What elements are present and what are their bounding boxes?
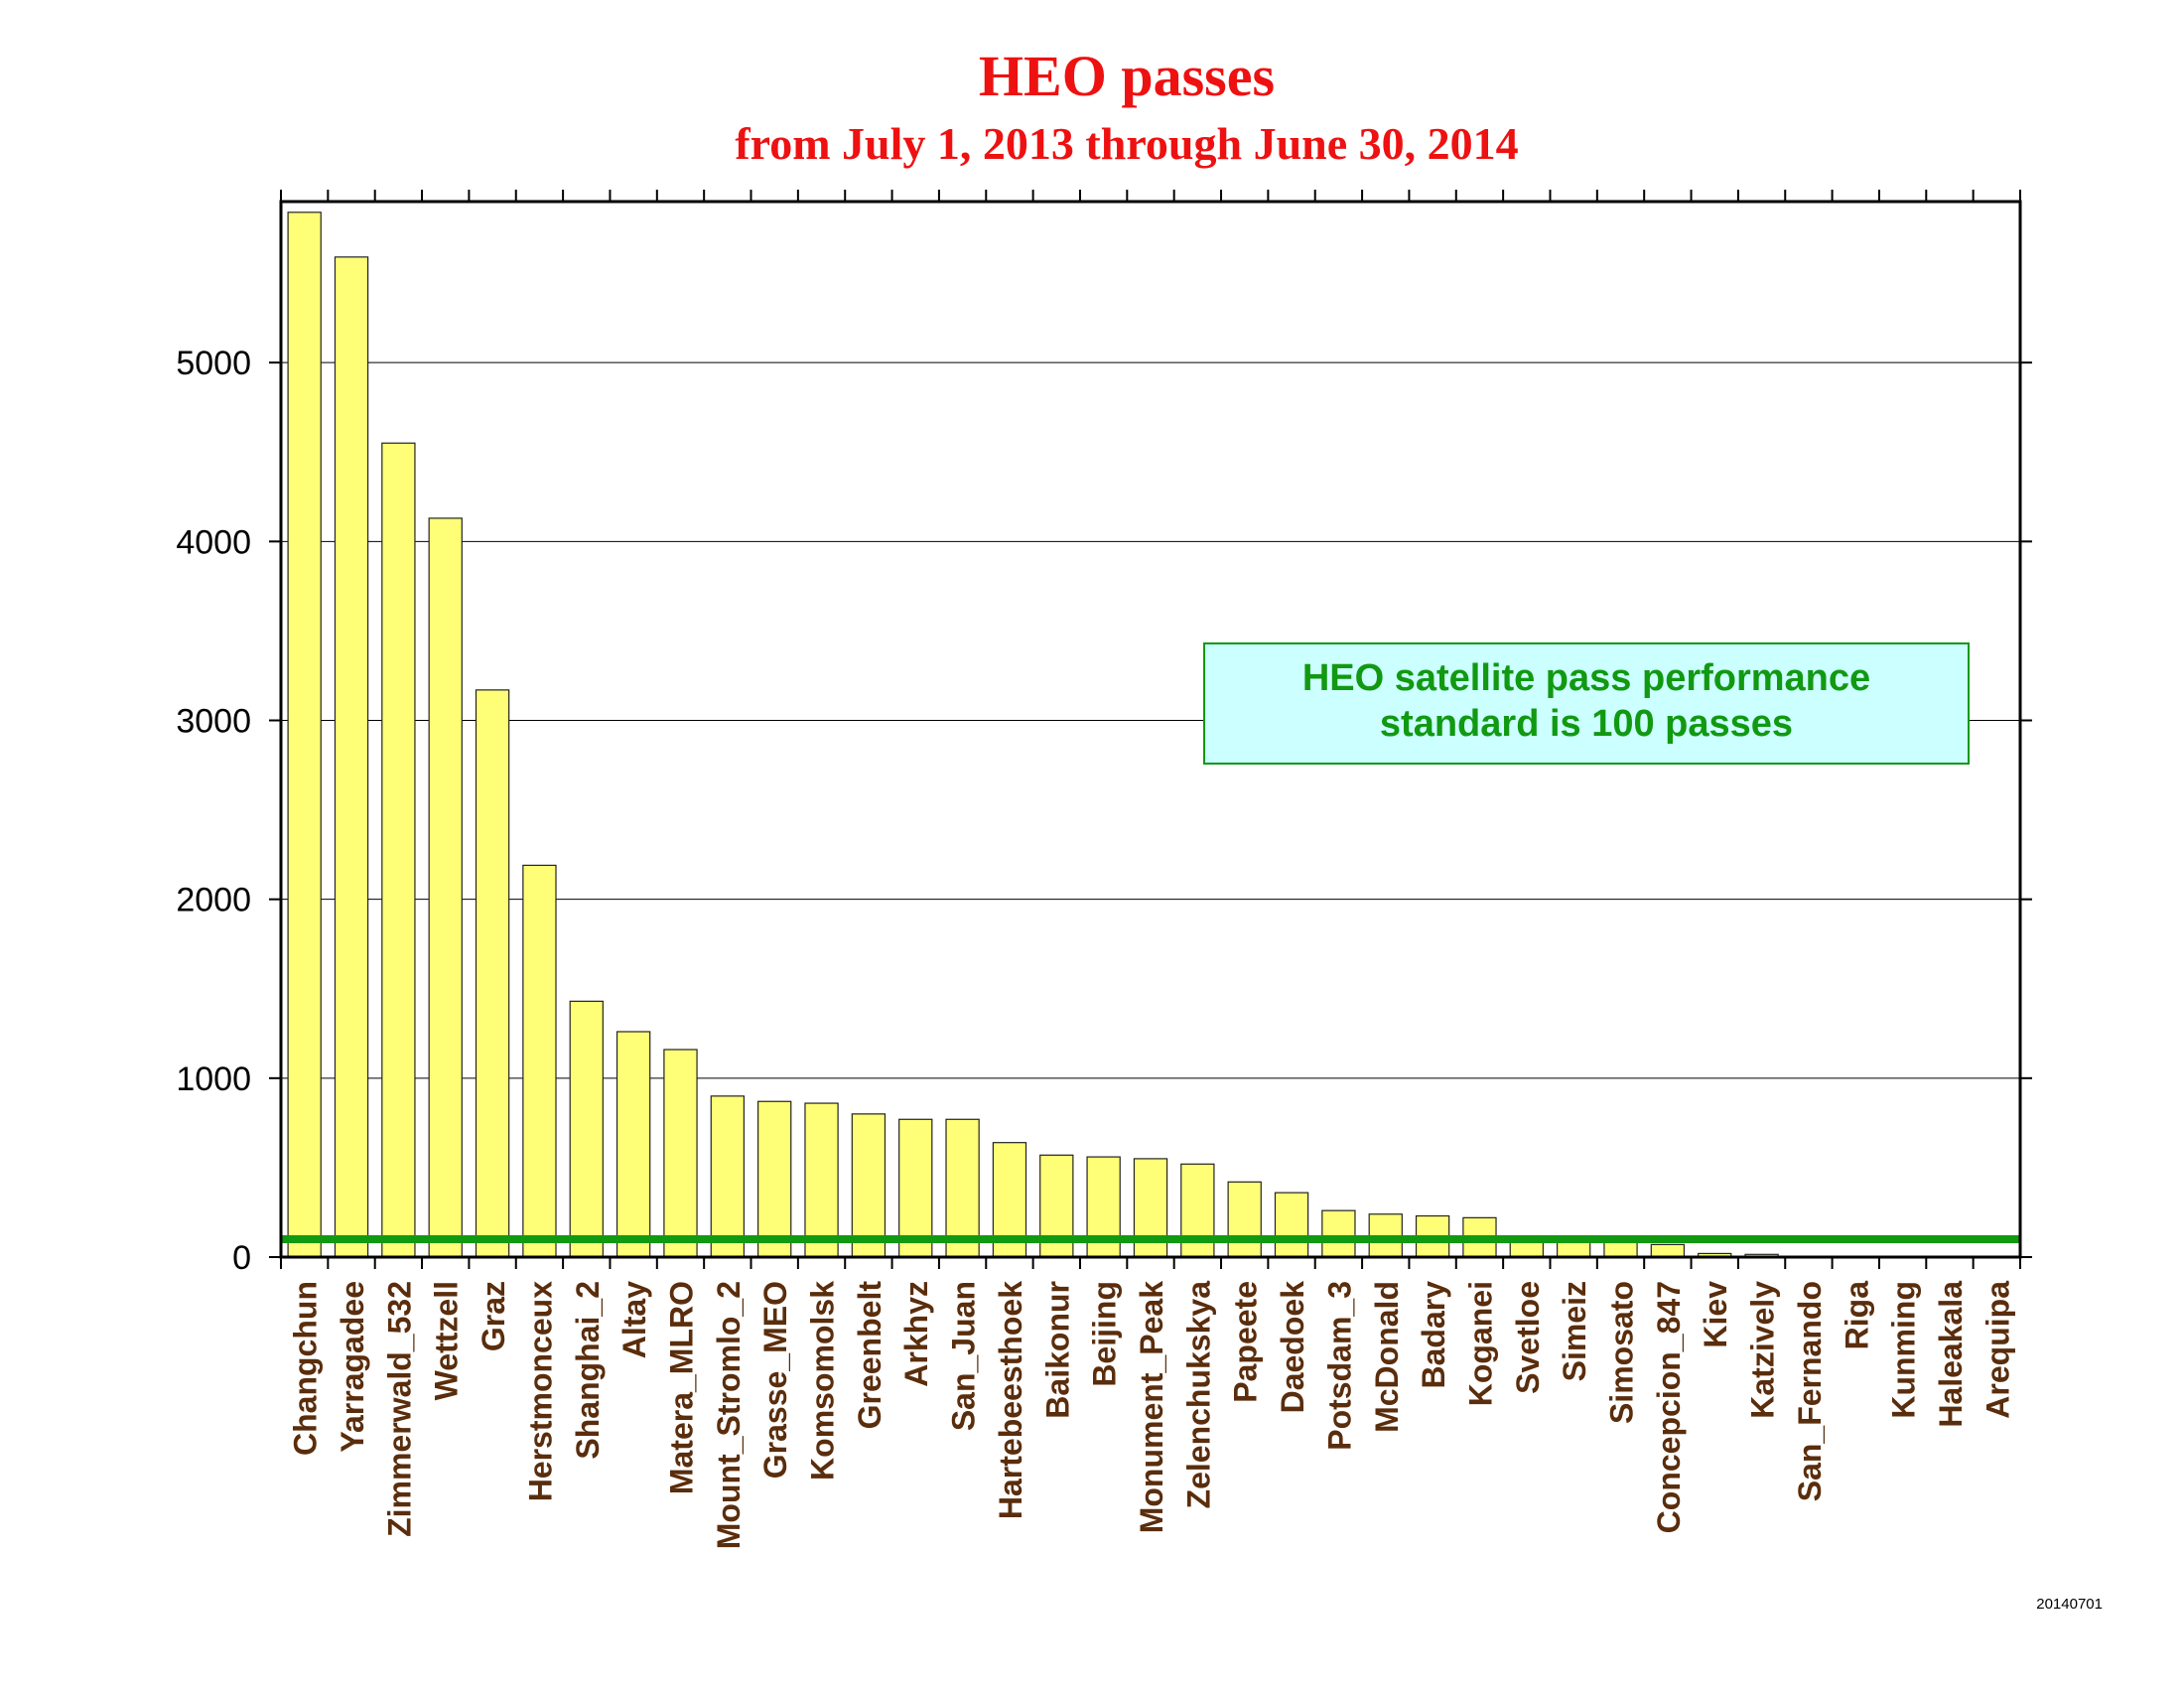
x-tick-label: Simeiz <box>1557 1281 1592 1381</box>
x-tick-label: Beijing <box>1087 1281 1123 1387</box>
bar <box>1651 1244 1684 1257</box>
x-tick-label: Zelenchukskya <box>1180 1281 1216 1509</box>
x-tick-label: Monument_Peak <box>1134 1281 1169 1533</box>
x-tick-label: Baikonur <box>1039 1281 1075 1419</box>
x-tick-label: Kunming <box>1886 1281 1922 1419</box>
bar <box>1322 1210 1355 1257</box>
x-tick-label: Arkhyz <box>898 1281 934 1387</box>
bar <box>477 690 509 1257</box>
bar <box>711 1096 744 1257</box>
x-tick-label: Hartebeesthoek <box>993 1281 1028 1519</box>
bar <box>1275 1193 1307 1257</box>
bar <box>570 1001 603 1257</box>
x-tick-label: San_Fernando <box>1792 1281 1828 1501</box>
y-tick-label: 1000 <box>176 1060 251 1098</box>
x-tick-label: Papeete <box>1228 1281 1264 1403</box>
x-tick-label: San_Juan <box>946 1281 982 1431</box>
x-tick-label: Badary <box>1416 1281 1451 1389</box>
chart-title: HEO passes <box>979 44 1275 108</box>
x-tick-label: Riga <box>1839 1281 1874 1350</box>
x-tick-label: Greenbelt <box>852 1281 887 1430</box>
y-tick-label: 4000 <box>176 523 251 561</box>
x-tick-label: Mount_Stromlo_2 <box>711 1281 747 1549</box>
footnote-date: 20140701 <box>2036 1596 2103 1613</box>
x-tick-label: Katzively <box>1745 1281 1781 1419</box>
bar <box>1228 1182 1261 1257</box>
x-tick-label: Altay <box>616 1281 652 1358</box>
x-tick-label: Zimmerwald_532 <box>381 1281 417 1537</box>
chart-subtitle: from July 1, 2013 through June 30, 2014 <box>735 118 1518 169</box>
x-tick-label: Koganei <box>1462 1281 1498 1406</box>
x-tick-label: Arequipa <box>1979 1281 2015 1419</box>
x-tick-label: Svetloe <box>1510 1281 1546 1394</box>
bar <box>523 865 556 1257</box>
bar <box>429 518 462 1257</box>
bar <box>382 443 415 1257</box>
bar <box>617 1032 650 1257</box>
x-tick-label: Potsdam_3 <box>1321 1281 1357 1451</box>
x-tick-label: Simosato <box>1604 1281 1640 1424</box>
bar <box>758 1101 791 1257</box>
x-tick-label: Kiev <box>1698 1281 1733 1348</box>
bar <box>335 257 367 1257</box>
x-tick-label: Wettzell <box>429 1281 465 1400</box>
bar <box>805 1103 838 1257</box>
x-tick-label: Grasse_MEO <box>757 1281 793 1479</box>
y-tick-label: 3000 <box>176 702 251 740</box>
x-tick-label: Changchun <box>288 1281 324 1456</box>
x-tick-label: Daedoek <box>1275 1281 1310 1414</box>
annotation-line-2: standard is 100 passes <box>1380 703 1793 745</box>
x-tick-label: Matera_MLRO <box>663 1281 699 1494</box>
x-tick-label: Graz <box>476 1281 511 1351</box>
x-tick-label: Shanghai_2 <box>570 1281 606 1460</box>
x-tick-label: McDonald <box>1369 1281 1405 1433</box>
x-tick-label: Komsomolsk <box>805 1281 841 1481</box>
annotation-box: HEO satellite pass performance standard … <box>1204 643 1969 764</box>
x-tick-label: Yarragadee <box>335 1281 370 1453</box>
x-tick-label: Concepcion_847 <box>1651 1281 1687 1533</box>
x-tick-label: Herstmonceux <box>522 1281 558 1502</box>
annotation-line-1: HEO satellite pass performance <box>1302 657 1870 699</box>
x-tick-label: Haleakala <box>1933 1281 1969 1428</box>
bar <box>288 212 321 1257</box>
y-tick-label: 5000 <box>176 345 251 382</box>
bar <box>664 1050 697 1257</box>
y-tick-label: 2000 <box>176 882 251 919</box>
y-tick-label: 0 <box>232 1239 251 1277</box>
